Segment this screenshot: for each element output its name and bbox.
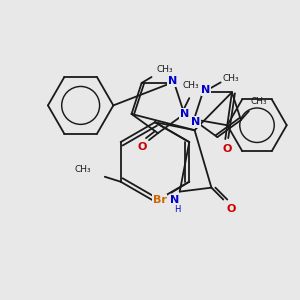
Text: CH₃: CH₃ <box>250 97 267 106</box>
Text: H: H <box>175 205 181 214</box>
Text: N: N <box>180 109 189 119</box>
Text: N: N <box>201 85 210 95</box>
Text: CH₃: CH₃ <box>222 74 239 83</box>
Text: CH₃: CH₃ <box>156 64 173 74</box>
Text: N: N <box>191 117 200 127</box>
Text: O: O <box>226 204 236 214</box>
Text: N: N <box>170 194 179 205</box>
Text: N: N <box>168 76 177 86</box>
Text: O: O <box>223 144 232 154</box>
Text: CH₃: CH₃ <box>75 165 91 174</box>
Text: O: O <box>137 142 147 152</box>
Text: Br: Br <box>153 194 166 205</box>
Text: CH₃: CH₃ <box>183 81 200 90</box>
